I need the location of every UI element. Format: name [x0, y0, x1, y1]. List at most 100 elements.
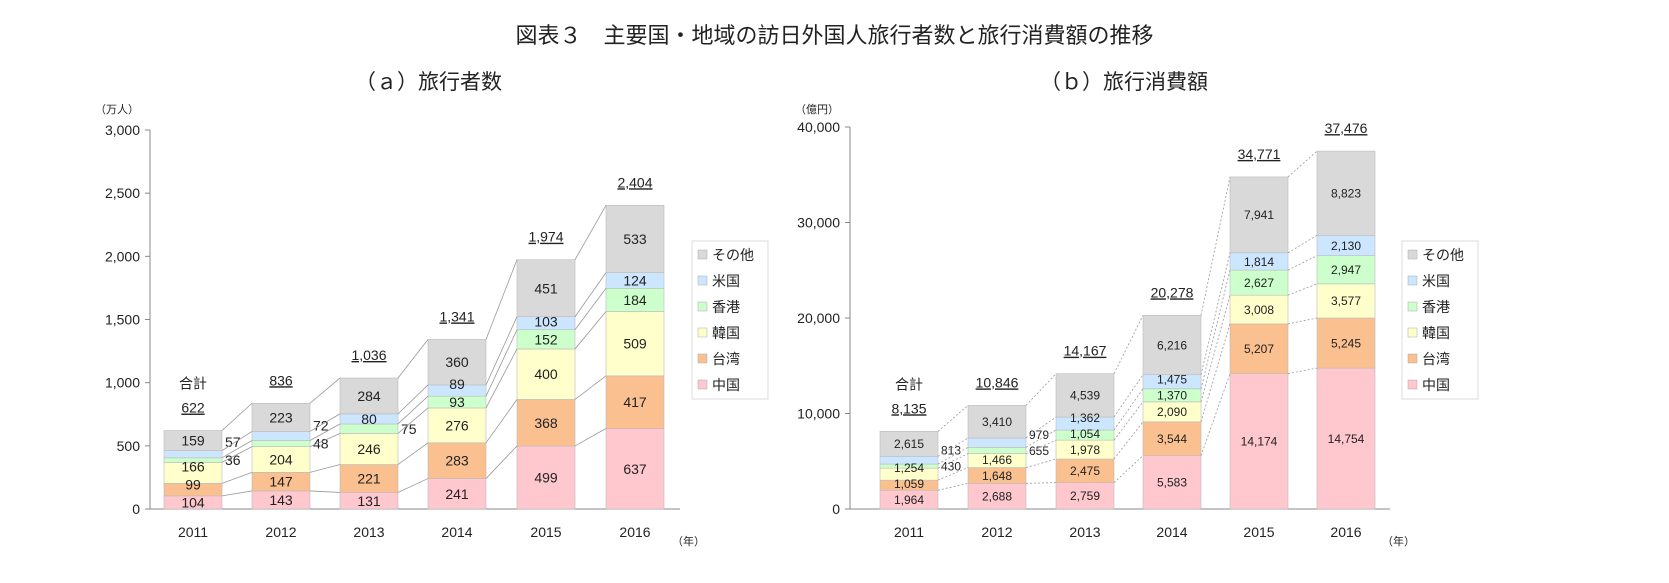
connector-line: [574, 375, 607, 400]
connector-line: [1113, 455, 1144, 483]
bar-segment-韓国: [516, 348, 576, 400]
connector-line: [1287, 255, 1318, 271]
x-axis-label: （年）: [672, 534, 705, 548]
x-tick-label: 2016: [619, 524, 650, 540]
connector-line: [1200, 270, 1231, 389]
data-label: 72: [313, 418, 329, 434]
bar-segment-韓国: [427, 407, 487, 444]
connector-line: [221, 490, 253, 497]
legend-swatch: [697, 353, 708, 364]
data-label: 246: [357, 441, 381, 457]
x-tick-label: 2012: [265, 524, 296, 540]
connector-line: [397, 442, 429, 465]
legend-swatch: [697, 327, 708, 338]
data-label: 1,362: [1070, 411, 1100, 425]
data-label: 2,130: [1331, 239, 1361, 253]
bar-segment-中国: [967, 483, 1027, 510]
connector-line: [309, 433, 341, 447]
connector-line: [1025, 373, 1057, 406]
data-label: 8,823: [1331, 187, 1361, 201]
data-label: 368: [534, 415, 558, 431]
connector-line: [221, 402, 253, 431]
data-label: 2,759: [1070, 489, 1100, 503]
connector-line: [485, 399, 518, 444]
data-label: 152: [534, 331, 558, 347]
total-label: 34,771: [1238, 146, 1281, 162]
data-label: 3,544: [1157, 432, 1187, 446]
bar-segment-中国: [1142, 455, 1202, 510]
data-label: 979: [1029, 428, 1049, 442]
data-label: 124: [623, 273, 647, 289]
y-tick-label: 40,000: [797, 119, 840, 135]
connector-line: [309, 377, 341, 404]
data-label: 159: [181, 433, 205, 449]
data-label: 2,090: [1157, 405, 1187, 419]
bar-segment-韓国: [339, 433, 399, 465]
bar-segment-香港: [1229, 269, 1289, 296]
legend-swatch: [697, 301, 708, 312]
x-tick-label: 2015: [1243, 524, 1274, 540]
data-label: 80: [361, 411, 377, 427]
connector-line: [485, 445, 518, 479]
data-label: 131: [357, 493, 381, 509]
connector-line: [397, 384, 429, 415]
connector-line: [221, 440, 253, 459]
connector-line: [397, 339, 429, 379]
connector-line: [1287, 367, 1318, 375]
connector-line: [485, 348, 518, 409]
y-tick-label: 500: [117, 438, 141, 454]
data-label: 1,814: [1244, 255, 1274, 269]
legend-label: 台湾: [712, 351, 740, 367]
total-label: 2,404: [617, 174, 652, 190]
legend-swatch: [1407, 301, 1418, 312]
legend-label: 韓国: [1422, 325, 1450, 341]
y-tick-label: 1,000: [105, 375, 140, 391]
legend-label: 米国: [712, 273, 740, 289]
bar-segment-韓国: [1316, 283, 1376, 319]
legend-label: 香港: [1422, 299, 1450, 315]
legend-label: 中国: [1422, 377, 1450, 393]
y-axis-label: （万人）: [95, 103, 139, 116]
connector-line: [397, 478, 429, 493]
data-label: 2,627: [1244, 276, 1274, 290]
connector-line: [574, 272, 607, 317]
data-label: 1,059: [894, 477, 924, 491]
bar-segment-その他: [605, 204, 665, 273]
bar-segment-その他: [163, 430, 223, 451]
total-caption: 合計: [895, 376, 923, 392]
data-label: 813: [941, 443, 961, 457]
y-tick-label: 2,500: [105, 185, 140, 201]
connector-line: [485, 259, 518, 340]
total-label: 10,846: [976, 374, 1019, 390]
x-tick-label: 2013: [1069, 524, 1100, 540]
connector-line: [1113, 374, 1144, 418]
data-label: 36: [225, 452, 241, 468]
y-tick-label: 3,000: [105, 122, 140, 138]
data-label: 1,964: [894, 493, 924, 507]
bar-segment-その他: [1055, 373, 1115, 418]
legend-swatch: [697, 379, 708, 390]
total-label: 622: [181, 400, 205, 416]
data-label: 1,466: [982, 453, 1012, 467]
bar-segment-台湾: [605, 375, 665, 429]
total-label: 836: [269, 372, 293, 388]
data-label: 509: [623, 336, 647, 352]
data-label: 166: [181, 458, 205, 474]
data-label: 241: [445, 486, 469, 502]
y-tick-label: 0: [832, 501, 840, 517]
x-tick-label: 2011: [178, 524, 208, 540]
y-tick-label: 30,000: [797, 215, 840, 231]
data-label: 3,008: [1244, 303, 1274, 317]
data-label: 5,245: [1331, 336, 1361, 350]
data-label: 14,174: [1241, 435, 1278, 449]
data-label: 204: [269, 452, 293, 468]
x-tick-label: 2013: [353, 524, 384, 540]
data-label: 417: [623, 394, 647, 410]
connector-line: [937, 482, 969, 491]
y-tick-label: 10,000: [797, 406, 840, 422]
connector-line: [1287, 283, 1318, 296]
connector-line: [937, 446, 969, 465]
bar-segment-香港: [251, 440, 311, 447]
legend-swatch: [697, 249, 708, 260]
